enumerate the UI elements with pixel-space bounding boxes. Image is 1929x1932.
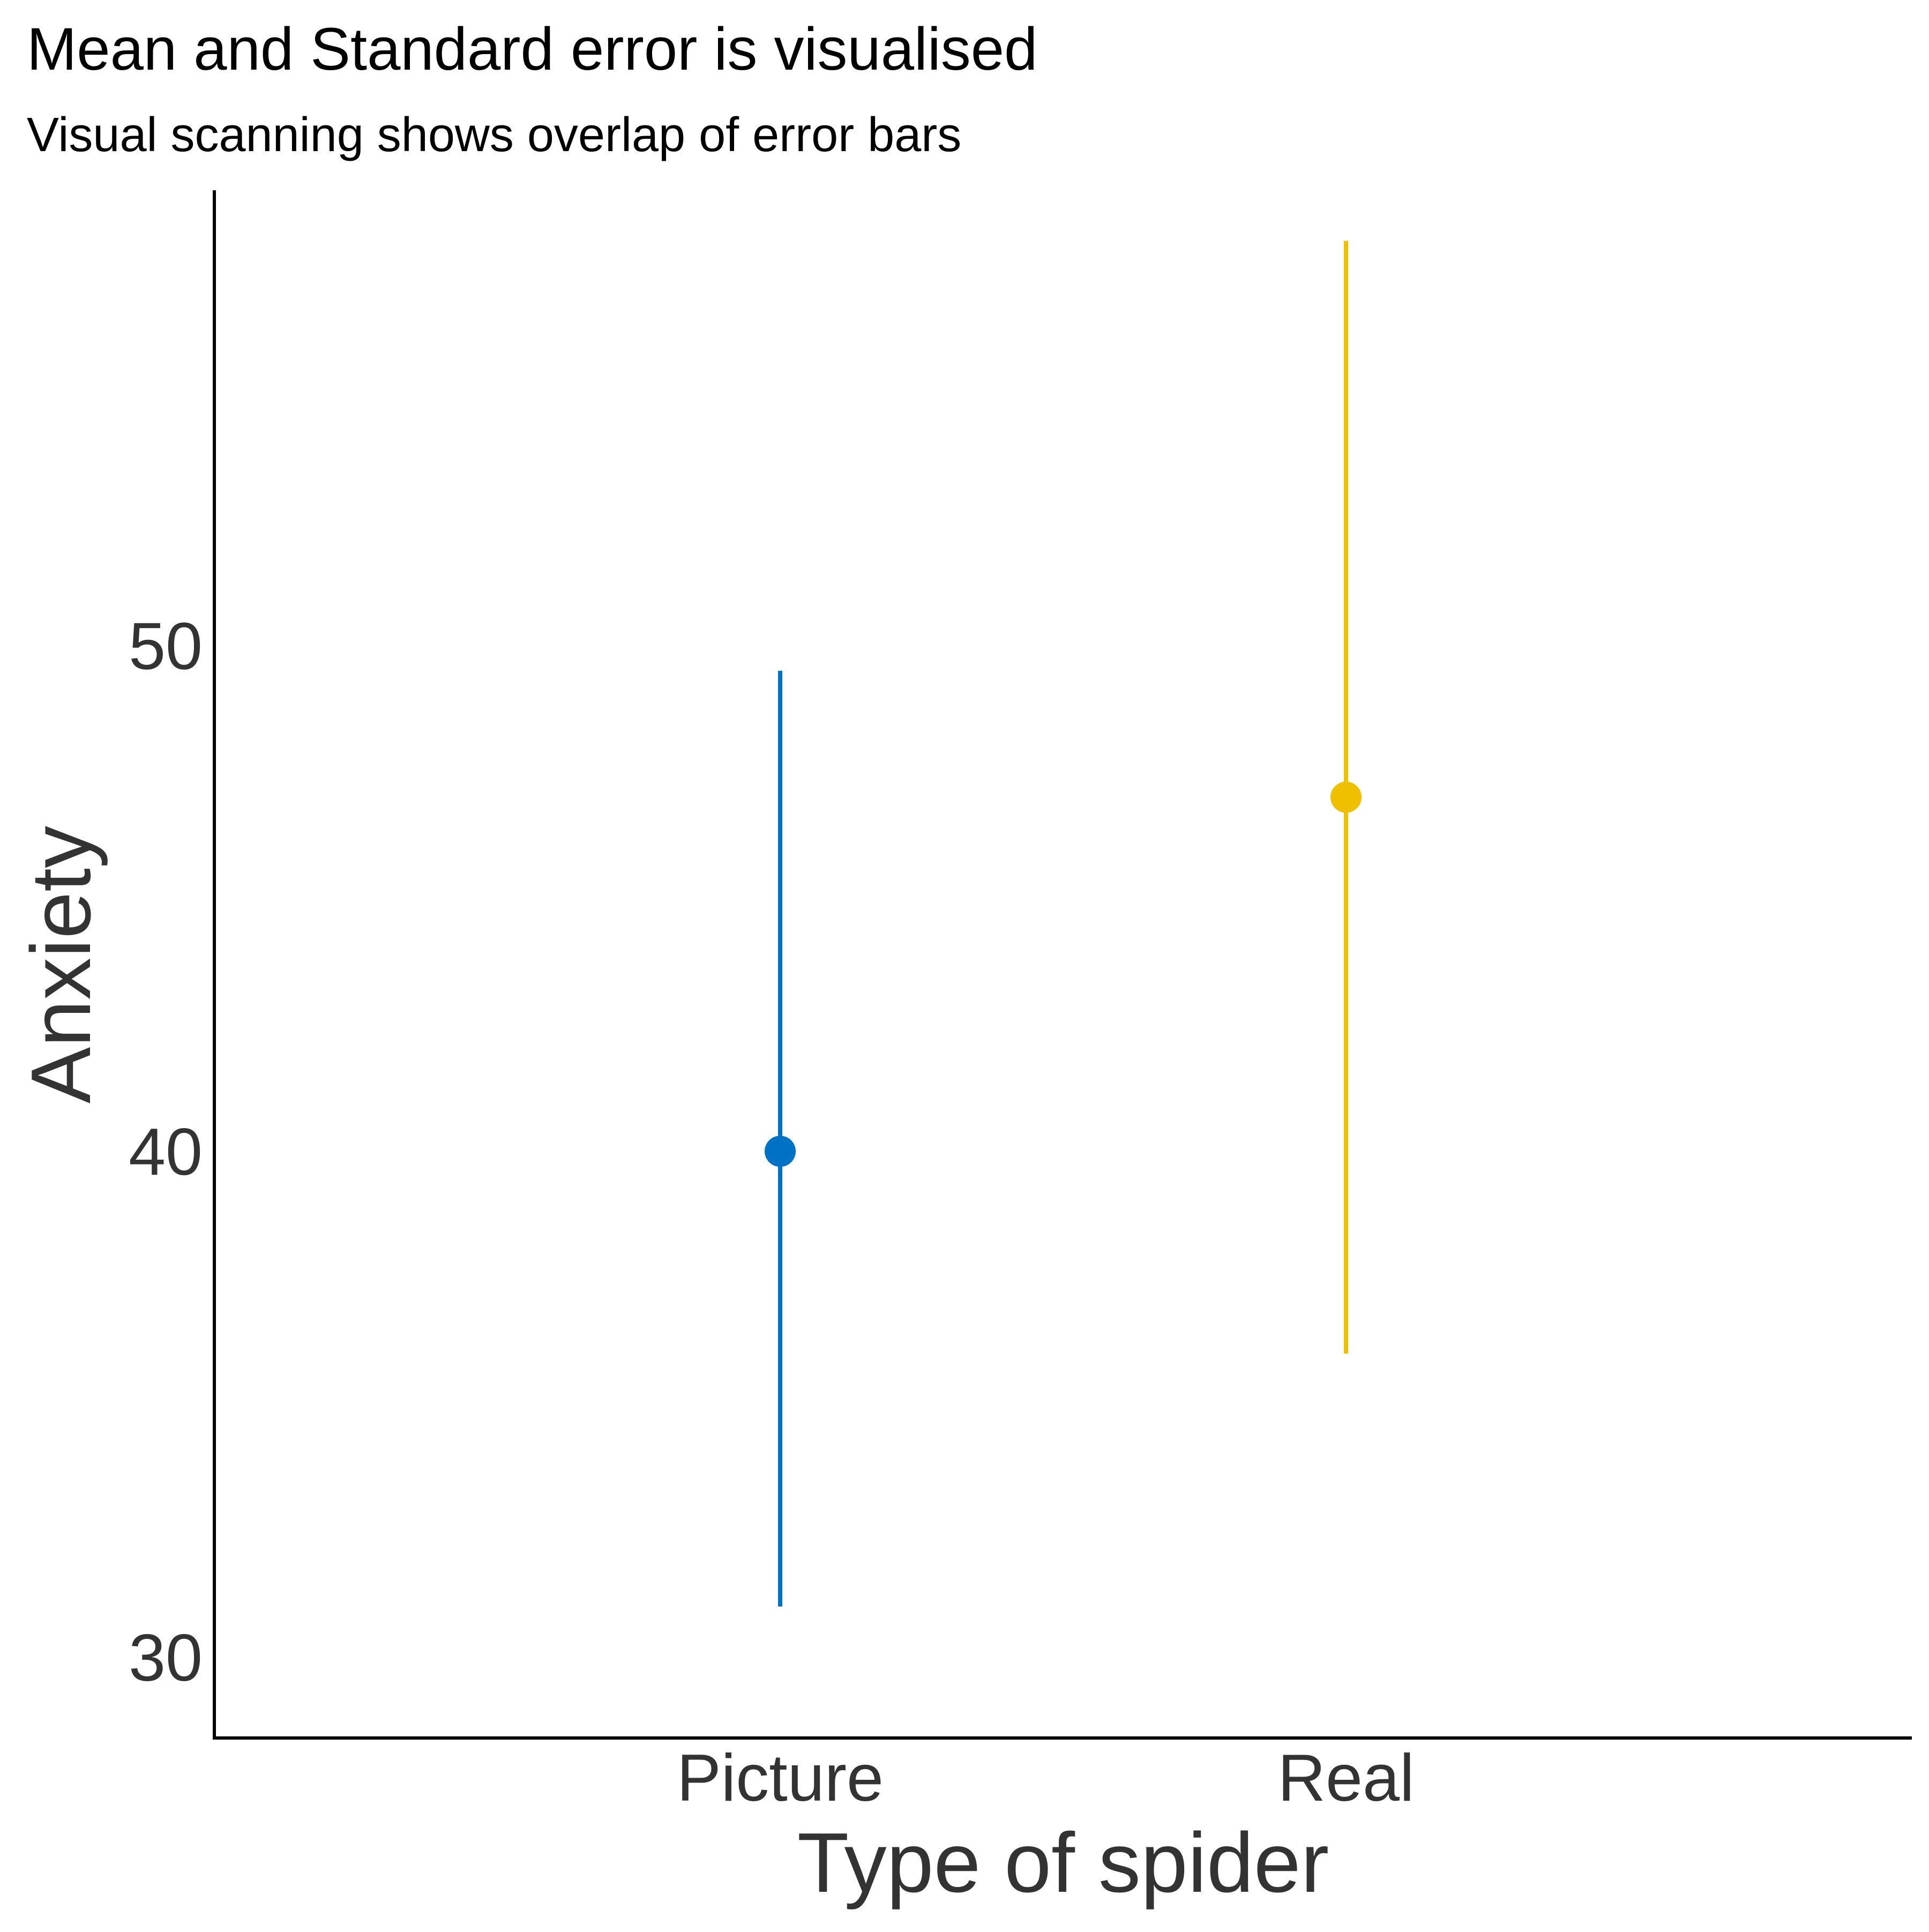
data-marks xyxy=(765,241,1362,1607)
y-tick-label: 30 xyxy=(129,1621,203,1695)
chart-subtitle: Visual scanning shows overlap of error b… xyxy=(27,108,961,162)
chart-title: Mean and Standard error is visualised xyxy=(27,16,1037,83)
x-tick-label: Picture xyxy=(677,1741,884,1815)
y-axis-ticks: 30 40 50 xyxy=(129,609,203,1695)
mean-point-picture xyxy=(765,1136,796,1167)
x-tick-label: Real xyxy=(1277,1741,1414,1815)
y-tick-label: 50 xyxy=(129,609,203,683)
mean-point-real xyxy=(1330,781,1362,813)
x-axis-title: Type of spider xyxy=(797,1816,1329,1910)
y-axis-title: Anxiety xyxy=(14,826,108,1103)
x-axis-ticks: Picture Real xyxy=(677,1741,1414,1815)
y-tick-label: 40 xyxy=(129,1115,203,1189)
